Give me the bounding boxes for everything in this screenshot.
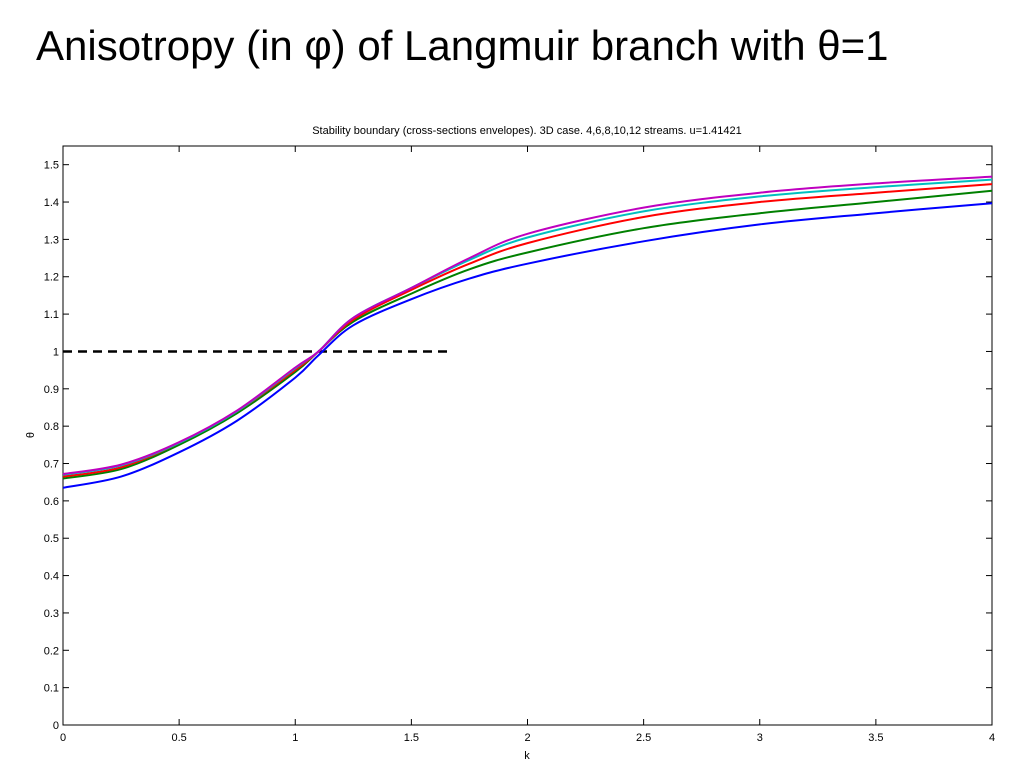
- x-axis-label: k: [524, 750, 530, 762]
- series-line-2: [62, 189, 993, 480]
- y-tick-label: 0.1: [44, 683, 59, 695]
- y-tick-label: 1.2: [44, 272, 59, 284]
- y-tick-label: 0.6: [44, 496, 59, 508]
- y-tick-label: 1.3: [44, 234, 59, 246]
- chart-title: Stability boundary (cross-sections envel…: [312, 125, 742, 137]
- x-tick-label: 3: [757, 732, 763, 744]
- y-tick-label: 0: [53, 720, 59, 732]
- y-tick-label: 0.9: [44, 384, 59, 396]
- y-tick-label: 0.7: [44, 459, 59, 471]
- x-tick-label: 1.5: [404, 732, 419, 744]
- series-line-5: [62, 175, 993, 475]
- y-tick-label: 1.5: [44, 160, 59, 172]
- slide-title: Anisotropy (in φ) of Langmuir branch wit…: [36, 22, 889, 69]
- y-axis-label: θ: [25, 432, 37, 438]
- y-tick-label: 0.3: [44, 608, 59, 620]
- y-tick-label: 1.1: [44, 309, 59, 321]
- y-tick-label: 0.4: [44, 571, 59, 583]
- y-tick-label: 1.4: [44, 197, 59, 209]
- series-group: [62, 175, 993, 489]
- y-tick-label: 0.5: [44, 533, 59, 545]
- y-tick-label: 0.8: [44, 421, 59, 433]
- x-tick-label: 0.5: [171, 732, 186, 744]
- y-tick-label: 0.2: [44, 645, 59, 657]
- x-tick-label: 2: [524, 732, 530, 744]
- x-tick-label: 4: [989, 732, 995, 744]
- axis-ticks: 0 0.5 1 1.5 2 2.5 3 3.5 4 0 0.1 0.2 0.3 0.4 0.5 0.6 0.7 0…: [44, 146, 995, 744]
- x-tick-label: 1: [292, 732, 298, 744]
- series-line-1: [62, 202, 993, 489]
- y-tick-label: 1: [53, 346, 59, 358]
- x-tick-label: 2.5: [636, 732, 651, 744]
- x-tick-label: 0: [60, 732, 66, 744]
- x-tick-label: 3.5: [868, 732, 883, 744]
